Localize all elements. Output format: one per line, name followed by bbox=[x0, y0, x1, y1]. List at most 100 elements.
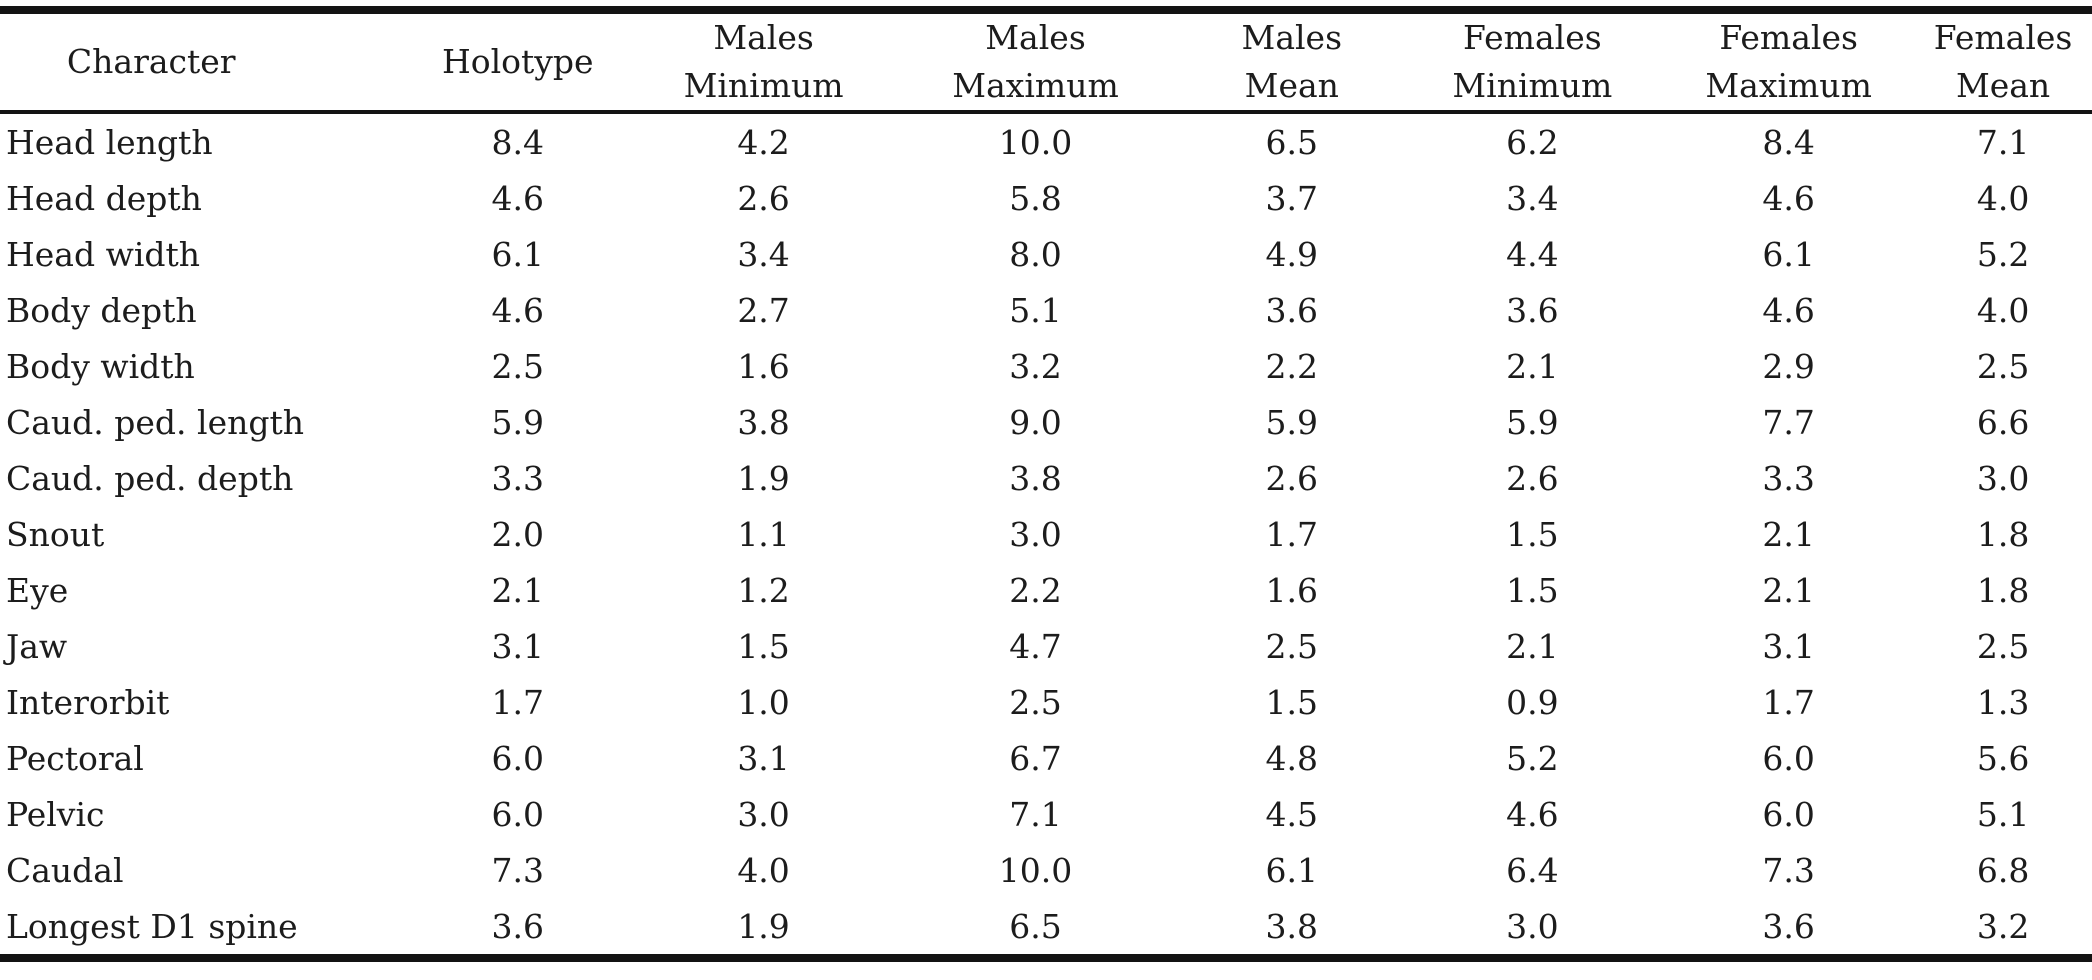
value-cell: 2.5 bbox=[491, 346, 544, 386]
value-cell: 4.2 bbox=[737, 122, 790, 162]
value-cell: 3.6 bbox=[491, 906, 544, 946]
value-cell: 5.6 bbox=[1976, 738, 2030, 778]
value-cell: 1.2 bbox=[737, 570, 790, 610]
value-cell: 1.9 bbox=[737, 906, 790, 946]
table-row: Eye 2.1 1.2 2.2 1.6 1.5 2.1 1.8 bbox=[0, 562, 2092, 618]
table-row: Interorbit 1.7 1.0 2.5 1.5 0.9 1.7 1.3 bbox=[0, 674, 2092, 730]
value-cell: 4.0 bbox=[1976, 290, 2030, 330]
value-cell: 2.1 bbox=[1762, 570, 1815, 610]
column-header-7: Females Mean bbox=[1914, 10, 2092, 114]
value-cell: 0.9 bbox=[1506, 682, 1559, 722]
value-cell: 3.1 bbox=[737, 738, 790, 778]
value-cell: 4.0 bbox=[1976, 178, 2030, 218]
value-cell: 5.9 bbox=[1506, 402, 1559, 442]
column-header-6: Females Maximum bbox=[1663, 10, 1915, 114]
value-cell: 5.1 bbox=[1976, 794, 2030, 834]
character-cell: Body depth bbox=[6, 290, 197, 330]
value-cell: 6.2 bbox=[1506, 122, 1559, 162]
value-cell: 7.1 bbox=[1009, 794, 1062, 834]
value-cell: 4.0 bbox=[737, 850, 790, 890]
table-row: Head depth 4.6 2.6 5.8 3.7 3.4 4.6 4.0 bbox=[0, 170, 2092, 226]
character-cell: Longest D1 spine bbox=[6, 906, 298, 946]
value-cell: 2.5 bbox=[1265, 626, 1319, 666]
character-cell: Head width bbox=[6, 234, 201, 274]
value-cell: 6.0 bbox=[491, 794, 544, 834]
value-cell: 6.8 bbox=[1976, 850, 2030, 890]
value-cell: 4.6 bbox=[491, 290, 544, 330]
value-cell: 7.7 bbox=[1762, 402, 1815, 442]
value-cell: 2.7 bbox=[737, 290, 790, 330]
value-cell: 5.2 bbox=[1976, 234, 2030, 274]
value-cell: 2.6 bbox=[1506, 458, 1559, 498]
value-cell: 3.8 bbox=[1009, 458, 1062, 498]
value-cell: 2.2 bbox=[1265, 346, 1319, 386]
value-cell: 3.3 bbox=[1762, 458, 1815, 498]
table-row: Longest D1 spine 3.6 1.9 6.5 3.8 3.0 3.6 3.2 bbox=[0, 898, 2092, 958]
value-cell: 1.8 bbox=[1976, 570, 2030, 610]
value-cell: 3.7 bbox=[1265, 178, 1319, 218]
value-cell: 7.3 bbox=[491, 850, 544, 890]
value-cell: 5.8 bbox=[1009, 178, 1062, 218]
value-cell: 2.9 bbox=[1762, 346, 1815, 386]
value-cell: 8.4 bbox=[491, 122, 544, 162]
character-cell: Interorbit bbox=[6, 682, 170, 722]
value-cell: 3.2 bbox=[1976, 906, 2030, 946]
column-header-0: Character bbox=[0, 10, 398, 114]
value-cell: 4.6 bbox=[1506, 794, 1559, 834]
value-cell: 6.1 bbox=[1762, 234, 1815, 274]
value-cell: 3.1 bbox=[491, 626, 544, 666]
value-cell: 5.2 bbox=[1506, 738, 1559, 778]
value-cell: 1.9 bbox=[737, 458, 790, 498]
value-cell: 4.6 bbox=[1762, 290, 1815, 330]
table-row: Body width 2.5 1.6 3.2 2.2 2.1 2.9 2.5 bbox=[0, 338, 2092, 394]
value-cell: 6.0 bbox=[491, 738, 544, 778]
table-row: Head width 6.1 3.4 8.0 4.9 4.4 6.1 5.2 bbox=[0, 226, 2092, 282]
value-cell: 6.5 bbox=[1009, 906, 1062, 946]
table-row: Body depth 4.6 2.7 5.1 3.6 3.6 4.6 4.0 bbox=[0, 282, 2092, 338]
character-cell: Snout bbox=[6, 514, 105, 554]
value-cell: 4.6 bbox=[491, 178, 544, 218]
value-cell: 1.7 bbox=[1265, 514, 1319, 554]
value-cell: 1.5 bbox=[1265, 682, 1319, 722]
table-row: Jaw 3.1 1.5 4.7 2.5 2.1 3.1 2.5 bbox=[0, 618, 2092, 674]
character-cell: Caudal bbox=[6, 850, 124, 890]
character-cell: Jaw bbox=[6, 626, 68, 666]
table-row: Pelvic 6.0 3.0 7.1 4.5 4.6 6.0 5.1 bbox=[0, 786, 2092, 842]
value-cell: 9.0 bbox=[1009, 402, 1062, 442]
character-cell: Pelvic bbox=[6, 794, 105, 834]
value-cell: 3.1 bbox=[1762, 626, 1815, 666]
value-cell: 1.6 bbox=[737, 346, 790, 386]
value-cell: 2.0 bbox=[491, 514, 544, 554]
value-cell: 2.1 bbox=[1762, 514, 1815, 554]
value-cell: 2.1 bbox=[1506, 626, 1559, 666]
value-cell: 3.6 bbox=[1506, 290, 1559, 330]
value-cell: 1.5 bbox=[737, 626, 790, 666]
value-cell: 1.1 bbox=[737, 514, 790, 554]
value-cell: 3.2 bbox=[1009, 346, 1062, 386]
value-cell: 3.4 bbox=[737, 234, 790, 274]
table-row: Pectoral 6.0 3.1 6.7 4.8 5.2 6.0 5.6 bbox=[0, 730, 2092, 786]
table-body: Head length 8.4 4.2 10.0 6.5 6.2 8.4 7.1 Head de… bbox=[0, 112, 2092, 958]
value-cell: 3.6 bbox=[1265, 290, 1319, 330]
column-header-5: Females Minimum bbox=[1401, 10, 1664, 114]
character-cell: Caud. ped. length bbox=[6, 402, 305, 442]
table-row: Snout 2.0 1.1 3.0 1.7 1.5 2.1 1.8 bbox=[0, 506, 2092, 562]
value-cell: 2.6 bbox=[737, 178, 790, 218]
value-cell: 1.6 bbox=[1265, 570, 1319, 610]
table-row: Caud. ped. depth 3.3 1.9 3.8 2.6 2.6 3.3 3.0 bbox=[0, 450, 2092, 506]
value-cell: 2.2 bbox=[1009, 570, 1062, 610]
value-cell: 3.4 bbox=[1506, 178, 1559, 218]
value-cell: 6.4 bbox=[1506, 850, 1559, 890]
value-cell: 1.7 bbox=[1762, 682, 1815, 722]
value-cell: 1.5 bbox=[1506, 570, 1559, 610]
value-cell: 4.6 bbox=[1762, 178, 1815, 218]
column-header-1: Holotype bbox=[397, 10, 639, 114]
table-header: Character Holotype Males Minimum Males Maxi… bbox=[0, 10, 2092, 114]
table-row: Head length 8.4 4.2 10.0 6.5 6.2 8.4 7.1 bbox=[0, 112, 2092, 170]
value-cell: 8.4 bbox=[1762, 122, 1815, 162]
value-cell: 6.7 bbox=[1009, 738, 1062, 778]
value-cell: 3.8 bbox=[1265, 906, 1319, 946]
value-cell: 1.5 bbox=[1506, 514, 1559, 554]
value-cell: 3.6 bbox=[1762, 906, 1815, 946]
value-cell: 6.0 bbox=[1762, 794, 1815, 834]
